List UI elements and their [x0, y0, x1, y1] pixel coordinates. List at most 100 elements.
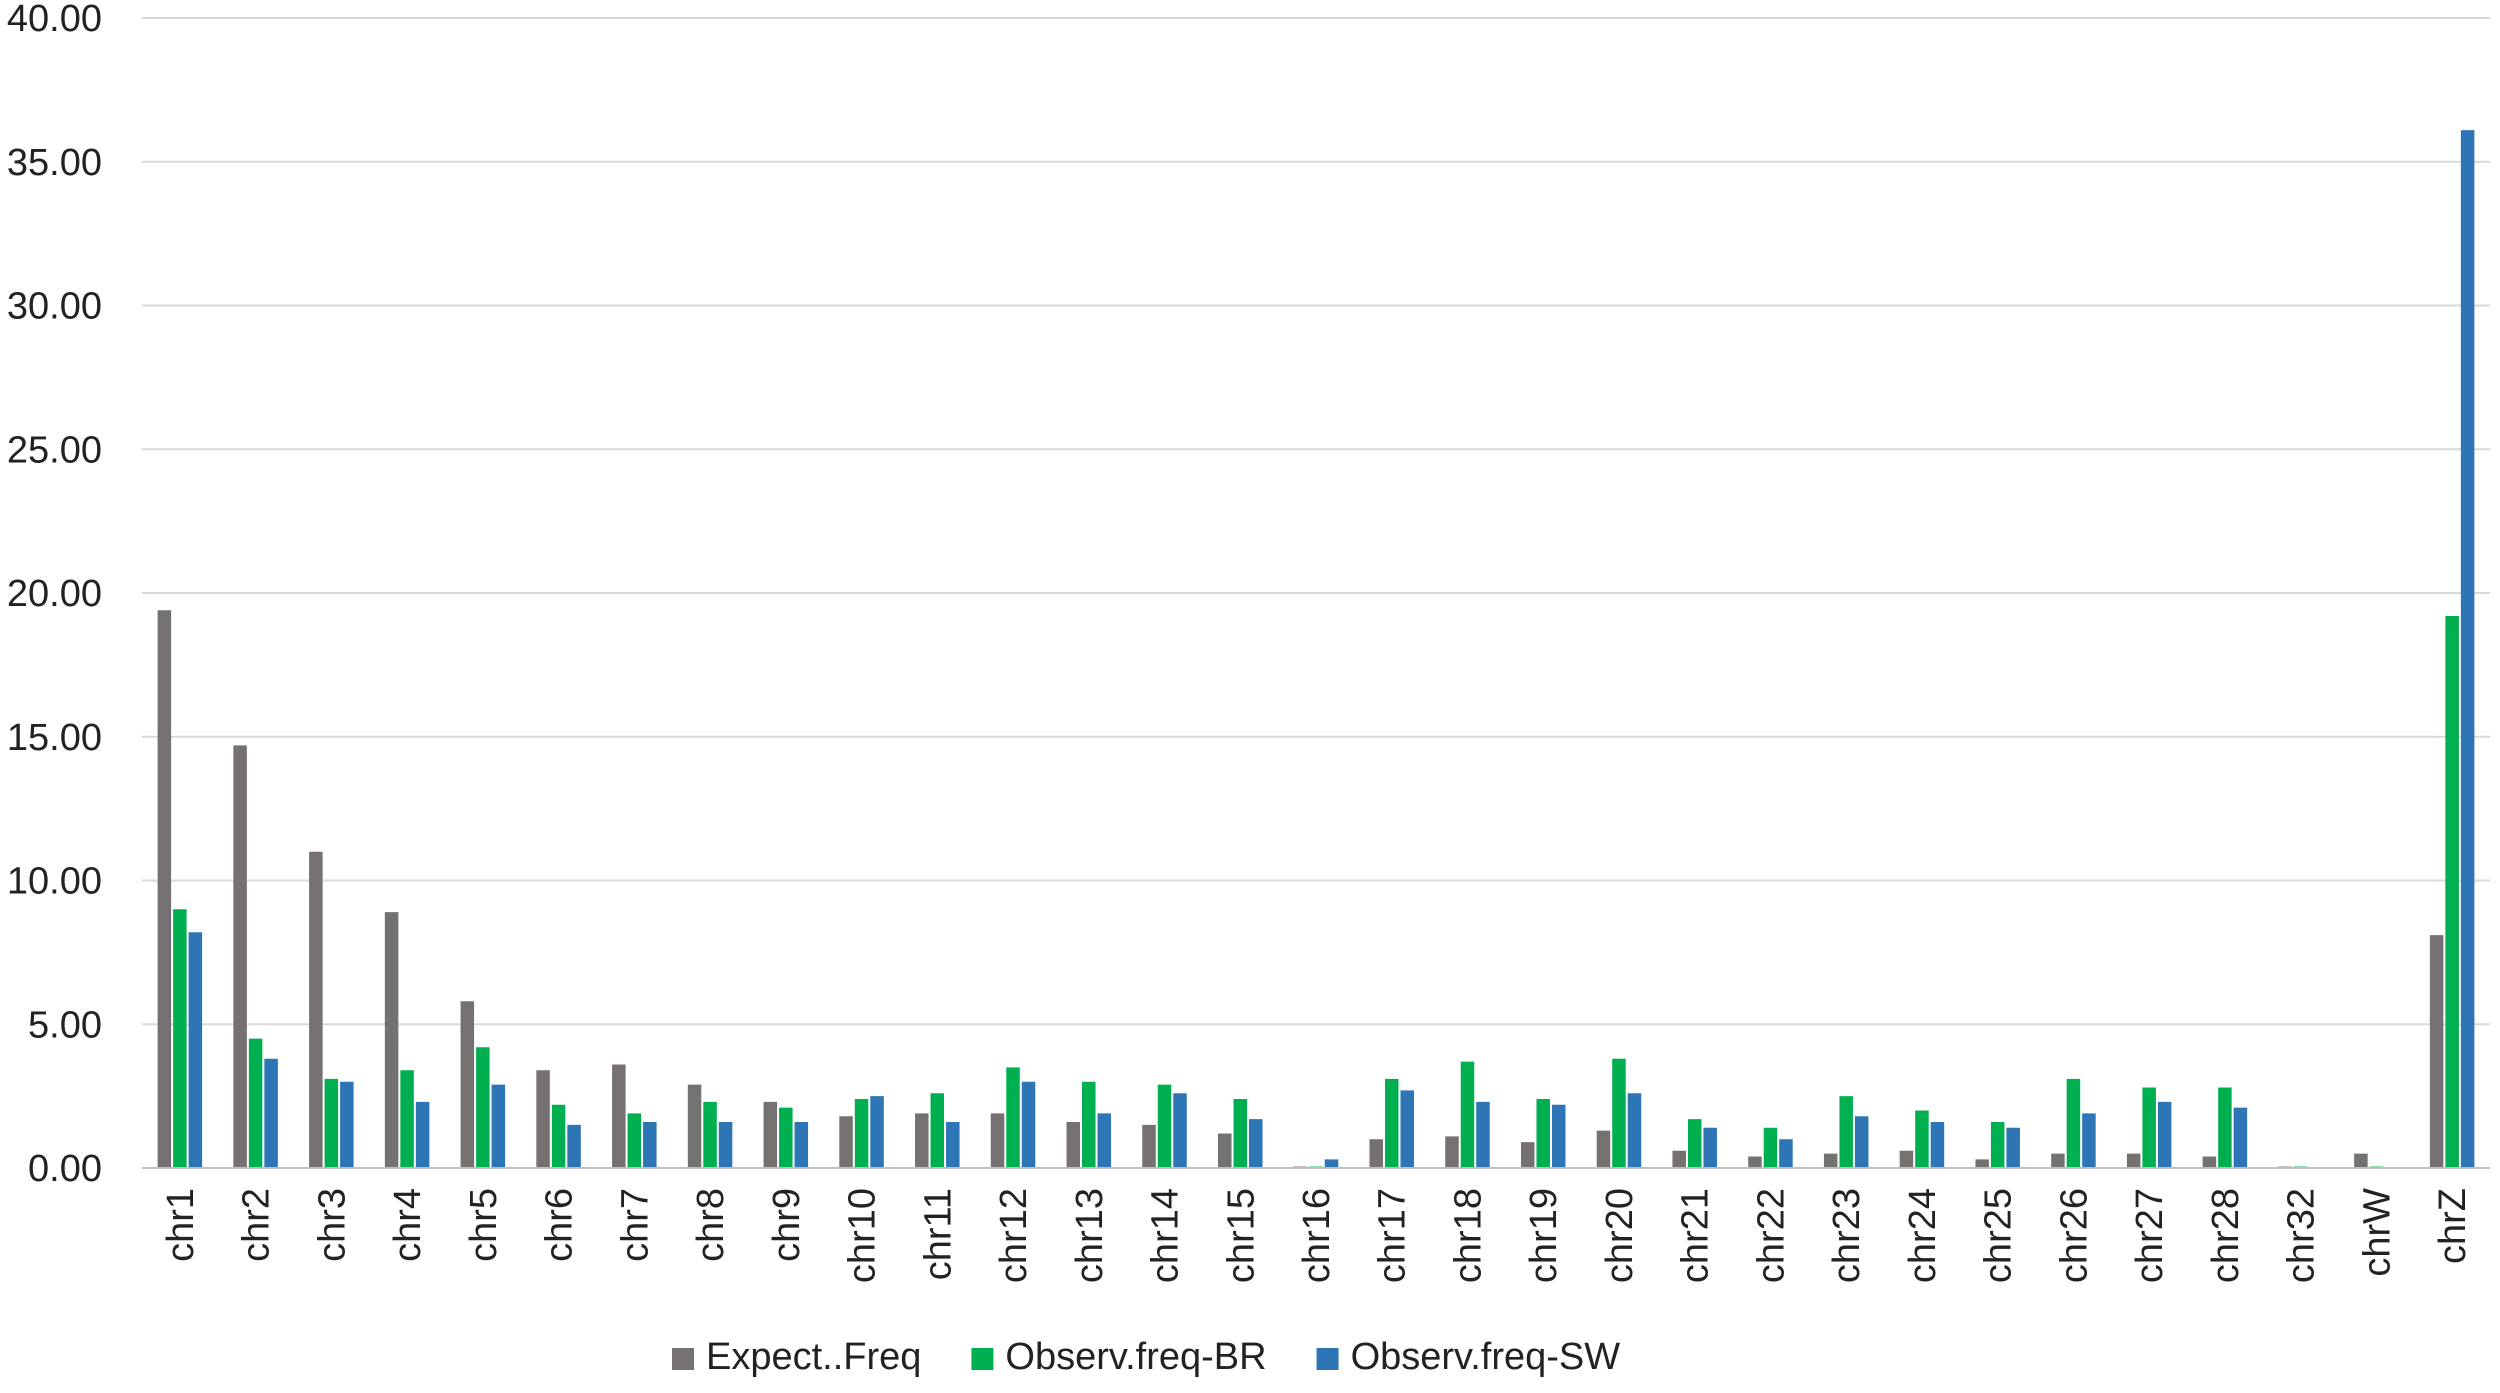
x-category-label: chr6 — [539, 1188, 581, 1262]
bar — [2445, 616, 2459, 1168]
x-category-label: chr13 — [1069, 1188, 1111, 1283]
y-axis-tick-labels: 0.00 5.00 10.00 15.00 20.00 25.00 30.00 35.00 40… — [7, 0, 102, 1190]
bar — [2429, 935, 2444, 1169]
bar — [384, 912, 399, 1169]
bar — [718, 1122, 733, 1168]
bar — [2006, 1127, 2020, 1168]
bar — [188, 932, 203, 1168]
x-category-label: chr27 — [2129, 1188, 2171, 1283]
x-category-label: chr14 — [1145, 1188, 1187, 1283]
bar — [839, 1116, 853, 1168]
bar — [1520, 1142, 1535, 1169]
bar — [1218, 1133, 1232, 1168]
x-category-label: chr20 — [1599, 1188, 1641, 1283]
y-tick-label: 30.00 — [7, 286, 102, 328]
bar — [990, 1113, 1005, 1169]
bar — [2354, 1153, 2368, 1169]
bar — [1233, 1099, 1248, 1168]
bar — [415, 1101, 430, 1169]
bar — [1445, 1136, 1459, 1169]
bar — [1839, 1096, 1853, 1169]
x-category-label: chr21 — [1675, 1188, 1717, 1283]
bar — [1823, 1153, 1838, 1169]
x-category-label: chr16 — [1296, 1188, 1338, 1283]
bar — [687, 1084, 702, 1169]
x-category-label: chr26 — [2053, 1188, 2095, 1283]
bar — [400, 1070, 414, 1168]
y-tick-label: 15.00 — [7, 717, 102, 759]
bar — [1097, 1113, 1112, 1169]
x-category-label: chr12 — [993, 1188, 1035, 1283]
legend-item: Observ.freq-SW — [1316, 1336, 1620, 1378]
bar — [2202, 1156, 2217, 1168]
bar — [2142, 1087, 2156, 1168]
bar — [1460, 1061, 1475, 1169]
bar — [2051, 1153, 2065, 1169]
bar — [1384, 1078, 1399, 1169]
bar — [536, 1070, 550, 1168]
bar — [248, 1038, 263, 1169]
x-category-label: chr15 — [1220, 1188, 1262, 1283]
bar — [1748, 1156, 1762, 1168]
bar — [1082, 1081, 1096, 1168]
x-category-label: chr5 — [463, 1188, 505, 1262]
bar — [1975, 1159, 1989, 1169]
x-category-label: chr18 — [1447, 1188, 1489, 1283]
bar — [1066, 1122, 1081, 1168]
bar — [1551, 1104, 1566, 1168]
x-category-label: chr8 — [690, 1188, 732, 1262]
bar — [1672, 1150, 1686, 1168]
bar — [1142, 1124, 1156, 1169]
bar — [491, 1084, 506, 1169]
bar — [1369, 1139, 1383, 1168]
x-category-label: chr24 — [1902, 1188, 1944, 1283]
bar — [946, 1122, 960, 1168]
bars — [157, 130, 2475, 1169]
y-tick-label: 40.00 — [7, 0, 102, 40]
bar — [264, 1058, 278, 1168]
bar — [1703, 1127, 1717, 1168]
bar — [2157, 1101, 2172, 1169]
legend-swatch — [1316, 1348, 1339, 1370]
x-category-label: chr11 — [917, 1188, 959, 1280]
y-tick-label: 20.00 — [7, 573, 102, 615]
bar — [1324, 1159, 1339, 1169]
bar — [173, 909, 187, 1168]
bar — [567, 1124, 581, 1169]
x-category-label: chr25 — [1978, 1188, 2020, 1283]
bar — [930, 1093, 945, 1168]
bar — [1173, 1093, 1187, 1168]
bar — [1899, 1150, 1914, 1168]
bar — [1915, 1110, 1929, 1168]
bar — [1006, 1067, 1020, 1169]
bar — [2233, 1107, 2248, 1169]
x-category-label: chr4 — [387, 1188, 429, 1262]
legend-swatch — [672, 1348, 694, 1370]
bar — [233, 745, 247, 1169]
legend-item: Observ.freq-BR — [971, 1336, 1267, 1378]
bar — [1249, 1119, 1263, 1169]
bar — [643, 1122, 657, 1168]
bar — [870, 1096, 884, 1169]
bar — [157, 610, 172, 1168]
y-tick-label: 5.00 — [28, 1004, 102, 1046]
bar — [1763, 1127, 1778, 1168]
bar — [1687, 1119, 1702, 1169]
gridlines — [142, 17, 2490, 1026]
bar — [854, 1099, 869, 1168]
x-category-label: chrW — [2356, 1188, 2398, 1277]
bar — [1612, 1058, 1626, 1168]
bar — [476, 1047, 490, 1168]
bar — [1627, 1093, 1642, 1168]
x-category-label: chr1 — [160, 1188, 202, 1262]
y-tick-label: 10.00 — [7, 861, 102, 903]
bar — [1930, 1122, 1945, 1168]
bar — [627, 1113, 642, 1169]
bar — [1157, 1084, 1172, 1169]
bar — [1779, 1139, 1793, 1168]
x-category-label: chr28 — [2205, 1188, 2247, 1283]
bar — [1400, 1090, 1414, 1169]
bar — [551, 1104, 566, 1168]
